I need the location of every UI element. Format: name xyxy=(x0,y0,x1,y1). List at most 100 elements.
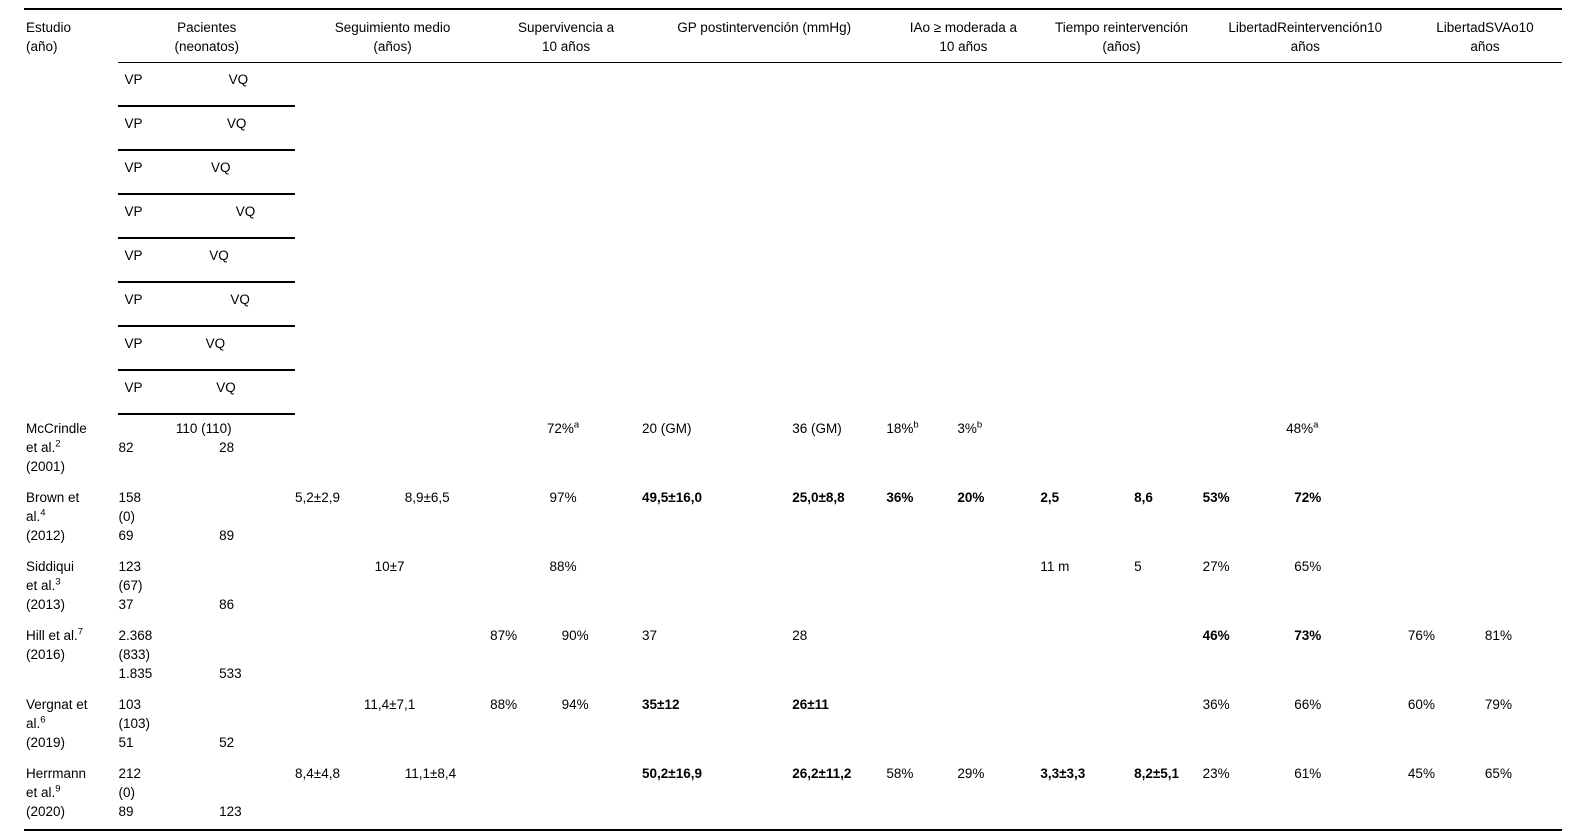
study-cell: Vergnat et al.6 (2019) xyxy=(24,691,118,760)
value-vp: 2.368 xyxy=(118,628,153,643)
value-line: 36% 20% xyxy=(886,488,1034,507)
supervivencia-cell xyxy=(490,760,642,830)
study-cell: Hill et al.7 (2016) xyxy=(24,622,118,691)
value-line-span: 10±7 xyxy=(374,559,405,574)
value-vq xyxy=(219,764,289,783)
value-vp: 49,5±16,0 xyxy=(642,490,702,505)
seguimiento-cell xyxy=(295,415,490,484)
col-group-label-line: años xyxy=(1290,39,1320,54)
value-vp: 50,2±16,9 xyxy=(642,766,702,781)
value-vp: 2,5 xyxy=(1040,490,1060,505)
col-group-supervivencia: Supervivencia a 10 años xyxy=(490,9,643,63)
value-line: 11 m 5 xyxy=(1040,557,1196,576)
gp-cell: 35±12 26±11 xyxy=(642,691,886,760)
col-group-label-line: (años) xyxy=(373,39,412,54)
subcol-label-vp: VP xyxy=(124,380,143,395)
iao-cell xyxy=(886,622,1040,691)
lib_svao-cell xyxy=(1408,415,1562,484)
value-line: 1.835 533 xyxy=(118,664,289,683)
value-vq: 79% xyxy=(1484,697,1512,712)
table-header: Estudio (año) Pacientes (neonatos) Seguimi… xyxy=(24,9,1562,415)
value-vq: 29% xyxy=(957,766,985,781)
subcol-label-vp: VP xyxy=(124,248,143,263)
value-vq: 94% xyxy=(561,697,589,712)
study-line: (2020) xyxy=(26,804,66,819)
value-vq xyxy=(219,557,289,576)
value-vp: 11 m xyxy=(1040,559,1070,574)
col-group-tiempo: Tiempo reintervención (años) xyxy=(1040,9,1203,63)
pacientes-cell: 212 (0) 89 123 xyxy=(118,760,295,830)
study-line: Vergnat et xyxy=(26,697,88,712)
value-line: 3,3±3,3 8,2±5,1 xyxy=(1040,764,1196,783)
study-line: (2019) xyxy=(26,735,66,750)
value-line: (0) xyxy=(118,783,289,802)
value-vp: 5,2±2,9 xyxy=(295,490,340,505)
study-row: Siddiqui et al.3 (2013) 123 (67) 37 86 10±7 88% 1… xyxy=(24,553,1562,622)
lib_reint-cell: 46% 73% xyxy=(1203,622,1408,691)
iao-cell: 58% 29% xyxy=(886,760,1040,830)
value-line: 46% 73% xyxy=(1203,626,1402,645)
value-line: 87% 90% xyxy=(490,626,636,645)
footnote-superscript: a xyxy=(573,419,580,431)
iao-cell xyxy=(886,553,1040,622)
footnote-superscript: b xyxy=(976,419,983,431)
supervivencia-cell: 88% 94% xyxy=(490,691,642,760)
seguimiento-cell: 8,4±4,8 11,1±8,4 xyxy=(295,760,490,830)
seguimiento-cell: 5,2±2,9 8,9±6,5 xyxy=(295,484,490,553)
value-vp: 82 xyxy=(118,440,134,455)
value-line: 76% 81% xyxy=(1408,626,1556,645)
value-line: 36% 66% xyxy=(1203,695,1402,714)
study-cell: McCrindle et al.2 (2001) xyxy=(24,415,118,484)
value-line-span: 72%a xyxy=(546,419,580,436)
col-group-pacientes: Pacientes (neonatos) xyxy=(118,9,296,63)
value-vp: (0) xyxy=(118,509,135,524)
value-vp: 37 xyxy=(642,628,658,643)
pacientes-cell: 158 (0) 69 89 xyxy=(118,484,295,553)
value-vp: 58% xyxy=(886,766,914,781)
lib_reint-cell: 27% 65% xyxy=(1203,553,1408,622)
value-vq: 8,9±6,5 xyxy=(404,490,450,505)
study-cell: Brown et al.4 (2012) xyxy=(24,484,118,553)
value-vp: 45% xyxy=(1407,766,1435,781)
value-vq: 86 xyxy=(219,597,235,612)
value-vq xyxy=(219,645,289,664)
subcol-label-vq: VQ xyxy=(210,160,231,175)
footnote-superscript: a xyxy=(1313,419,1319,431)
subcol-label-vp: VP xyxy=(124,204,143,219)
value-vq: 73% xyxy=(1294,628,1322,643)
value-vq xyxy=(219,695,289,714)
subcol-label-vp: VP xyxy=(124,72,143,87)
value-vq: 28 xyxy=(219,440,235,455)
value-line: 5,2±2,9 8,9±6,5 xyxy=(295,488,484,507)
col-group-lib_svao: LibertadSVAo10 años xyxy=(1407,9,1562,63)
value-line: (103) xyxy=(118,714,289,733)
supervivencia-cell: 87% 90% xyxy=(490,622,642,691)
subheader-lib_reint: VP VQ xyxy=(118,327,296,371)
study-line: et al.9 xyxy=(26,783,61,800)
value-line: (0) xyxy=(118,507,289,526)
value-line: 212 xyxy=(118,764,289,783)
col-group-label-line: LibertadSVAo10 xyxy=(1436,20,1534,35)
value-vq: 36 (GM) xyxy=(792,421,842,436)
value-vq: 66% xyxy=(1294,697,1322,712)
value-vq: 8,6 xyxy=(1134,490,1153,505)
value-vp: 23% xyxy=(1202,766,1230,781)
value-line-span: 97% xyxy=(549,490,577,505)
value-vp: (0) xyxy=(118,785,135,800)
value-vq xyxy=(219,488,289,507)
subcol-label-vq: VQ xyxy=(235,204,256,219)
col-group-label-line: LibertadReintervención10 xyxy=(1228,20,1383,35)
subcol-label-vp: VP xyxy=(124,292,143,307)
reference-superscript: 2 xyxy=(55,438,61,450)
value-vq: 61% xyxy=(1294,766,1322,781)
value-vp: 212 xyxy=(118,766,141,781)
value-vq xyxy=(219,714,289,733)
value-line: 23% 61% xyxy=(1203,764,1402,783)
value-vp: 27% xyxy=(1202,559,1230,574)
col-group-lib_reint: LibertadReintervención10 años xyxy=(1202,9,1408,63)
value-vp: 88% xyxy=(490,697,518,712)
value-line: 8,4±4,8 11,1±8,4 xyxy=(295,764,484,783)
study-row: Vergnat et al.6 (2019) 103 (103) 51 52 11,4±7,1… xyxy=(24,691,1562,760)
outcomes-comparison-table: Estudio (año) Pacientes (neonatos) Seguimi… xyxy=(24,8,1562,831)
value-vq xyxy=(219,507,289,526)
